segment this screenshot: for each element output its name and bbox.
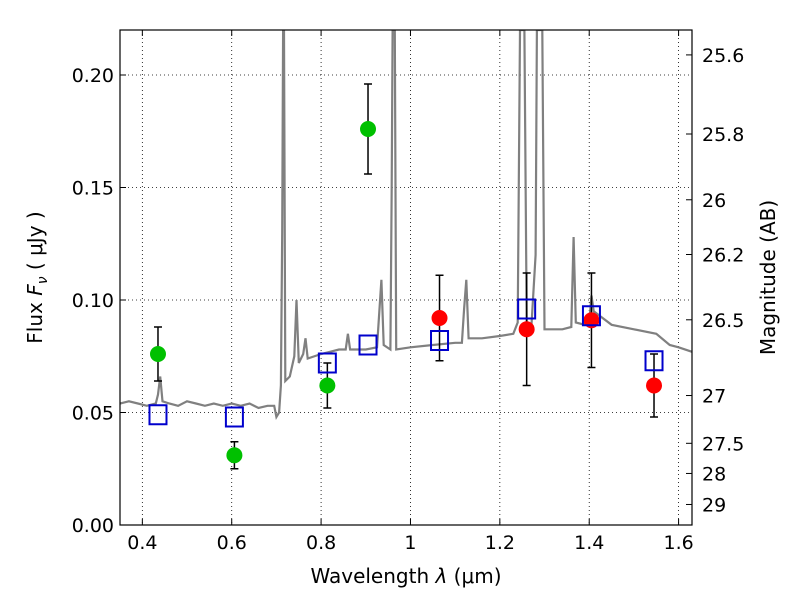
spectrum-line (120, 30, 692, 421)
data-points (148, 83, 664, 470)
model-point-square (224, 406, 244, 428)
y2-axis-label: Magnitude (AB) (756, 200, 780, 355)
model-point-square (517, 298, 537, 320)
y-tick-label: 0.05 (72, 403, 114, 425)
data-point-circle (319, 377, 336, 394)
model-point-square (358, 334, 378, 356)
x-tick-label: 0.8 (306, 532, 336, 554)
model-point-square (644, 350, 664, 372)
data-point-circle (149, 346, 166, 362)
x-tick-label: 1.2 (485, 532, 515, 554)
x-tick-label: 1 (404, 532, 416, 554)
data-point-circle (431, 310, 448, 326)
y2-tick-label: 27 (702, 386, 726, 408)
y-tick-label: 0.00 (72, 515, 114, 537)
data-point-circle (226, 447, 243, 464)
model-point-square (430, 330, 450, 351)
model-point-square (581, 305, 601, 327)
grid (120, 30, 692, 526)
y2-tick-label: 25.6 (702, 45, 744, 67)
y-tick-label: 0.15 (72, 178, 114, 200)
y2-tick-label: 26.5 (702, 310, 744, 332)
x-axis-label: Wavelength λ (μm) (310, 564, 501, 588)
x-tick-label: 0.6 (217, 532, 247, 554)
y-tick-label: 0.10 (72, 290, 114, 312)
data-point-circle (518, 321, 535, 338)
x-tick-label: 1.6 (663, 532, 693, 554)
x-tick-label: 0.4 (127, 532, 157, 554)
model-point-square (317, 352, 337, 374)
y-axis-label: Flux Fν ( μJy ) (23, 211, 51, 343)
plot-frame (119, 29, 693, 526)
y2-tick-label: 29 (702, 494, 726, 516)
y2-tick-label: 27.5 (702, 433, 744, 455)
x-tick-label: 1.4 (574, 532, 604, 554)
y2-tick-label: 25.8 (702, 124, 744, 146)
model-point-square (148, 404, 168, 426)
y2-tick-label: 26 (702, 190, 726, 212)
y-tick-label: 0.20 (72, 65, 114, 87)
axis-ticks: 0.4 0.6 0.8 1 1.2 1.4 1.6 0.00 0.05 0.10 0.15 0.20 2… (72, 30, 744, 554)
y2-tick-label: 28 (702, 463, 726, 485)
y2-tick-label: 26.2 (702, 244, 744, 266)
spectrum-curve (120, 30, 692, 421)
data-point-circle (360, 121, 377, 137)
data-point-circle (646, 377, 663, 394)
